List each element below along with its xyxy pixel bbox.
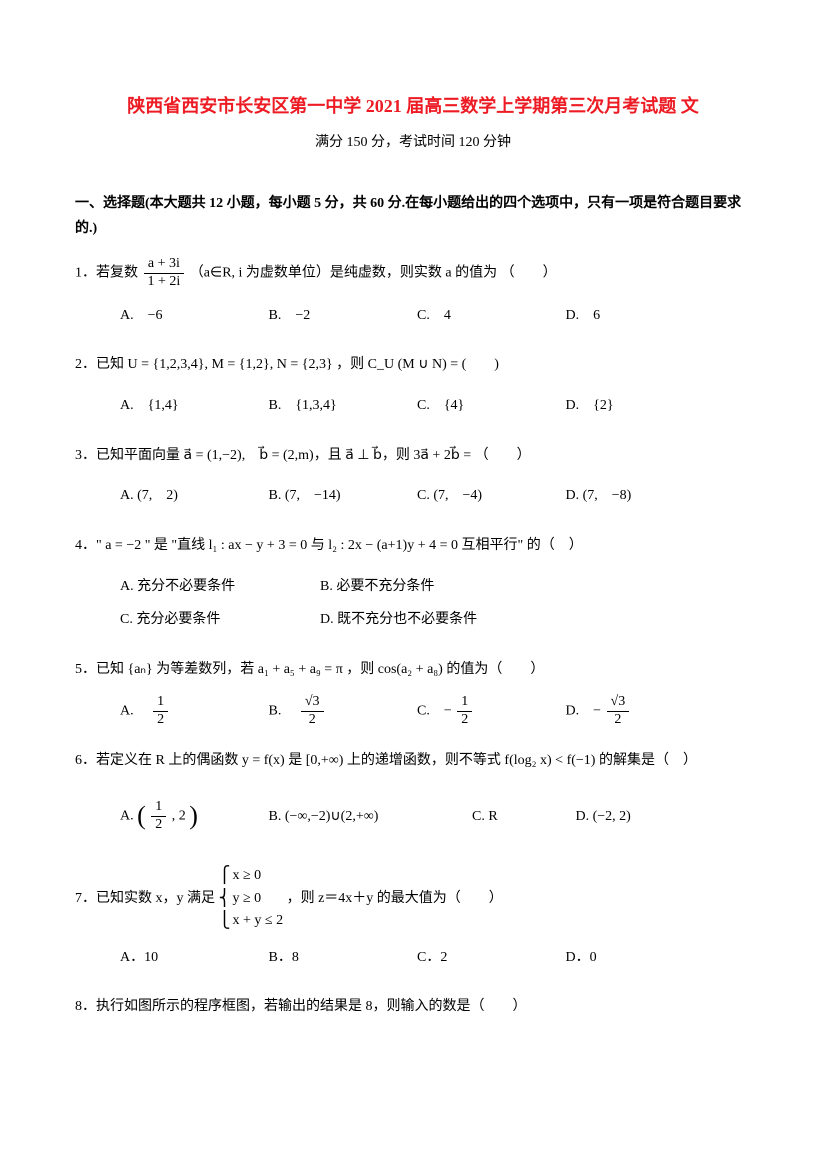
options: A. ( 1 2 , 2 ) B. (−∞,−2)∪(2,+∞) C. R D.… xyxy=(75,785,751,847)
question-5: 5．已知 {aₙ} 为等差数列，若 a₁ + a₅ + a₉ = π ，则 co… xyxy=(75,655,751,728)
denominator: 2 xyxy=(301,712,324,729)
question-text: 3．已知平面向量 a⃗ = (1,−2), b⃗ = (2,m)，且 a⃗ ⊥ … xyxy=(75,441,751,472)
denominator: 1 + 2i xyxy=(144,274,185,291)
option-c: C. R xyxy=(472,800,572,834)
option-d: D. (−2, 2) xyxy=(576,800,721,834)
option-c: C. 充分必要条件 xyxy=(120,603,320,637)
fraction: 1 2 xyxy=(153,694,168,729)
option-c: C. (7, −4) xyxy=(417,479,562,513)
numerator: 1 xyxy=(151,799,166,817)
options: A. −6 B. −2 C. 4 D. 6 xyxy=(75,299,751,333)
numerator: 1 xyxy=(153,694,168,712)
question-1: 1．若复数 a + 3i 1 + 2i （a∈R, i 为虚数单位）是纯虚数，则… xyxy=(75,256,751,332)
option-a: A．10 xyxy=(120,941,265,975)
option-d: D. (7, −8) xyxy=(566,479,711,513)
options: A. 充分不必要条件 B. 必要不充分条件 C. 充分必要条件 D. 既不充分也… xyxy=(75,570,751,637)
numerator: a + 3i xyxy=(144,256,185,274)
fraction: 1 2 xyxy=(457,694,472,729)
numerator: √3 xyxy=(607,694,630,712)
fraction: √3 2 xyxy=(301,694,324,729)
opt-label: A. xyxy=(120,703,148,718)
question-text: 8．执行如图所示的程序框图，若输出的结果是 8，则输入的数是（ ） xyxy=(75,992,751,1023)
denominator: 2 xyxy=(153,712,168,729)
option-a: A. ( 1 2 , 2 ) xyxy=(120,785,265,847)
options: A. {1,4} B. {1,3,4} C. {4} D. {2} xyxy=(75,389,751,423)
paren-left: ( xyxy=(137,801,146,830)
question-7: 7．已知实数 x，y 满足 x ≥ 0 y ≥ 0 x + y ≤ 2 ，则 z… xyxy=(75,865,751,974)
question-2: 2．已知 U = {1,2,3,4}, M = {1,2}, N = {2,3}… xyxy=(75,350,751,422)
opt-label: B. xyxy=(269,703,296,718)
option-b: B. 必要不充分条件 xyxy=(320,570,520,604)
question-text: 6．若定义在 R 上的偶函数 y = f(x) 是 [0,+∞) 上的递增函数，… xyxy=(75,746,751,777)
options: A．10 B．8 C．2 D．0 xyxy=(75,941,751,975)
brace-system: x ≥ 0 y ≥ 0 x + y ≤ 2 xyxy=(219,865,284,932)
opt-label: A. xyxy=(120,809,137,824)
opt-label: D. − xyxy=(566,703,602,718)
option-c: C. − 1 2 xyxy=(417,694,562,729)
option-a: A. (7, 2) xyxy=(120,479,265,513)
fraction: 1 2 xyxy=(151,799,166,834)
option-a: A. 1 2 xyxy=(120,694,265,729)
option-d: D. {2} xyxy=(566,389,711,423)
option-a: A. {1,4} xyxy=(120,389,265,423)
denominator: 2 xyxy=(457,712,472,729)
option-b: B. {1,3,4} xyxy=(269,389,414,423)
question-text: 7．已知实数 x，y 满足 x ≥ 0 y ≥ 0 x + y ≤ 2 ，则 z… xyxy=(75,865,751,932)
option-b: B. √3 2 xyxy=(269,694,414,729)
option-c: C．2 xyxy=(417,941,562,975)
option-d: D．0 xyxy=(566,941,711,975)
question-text: 4．" a = −2 " 是 "直线 l₁ : ax − y + 3 = 0 与… xyxy=(75,531,751,562)
option-d: D. − √3 2 xyxy=(566,694,711,729)
options: A. (7, 2) B. (7, −14) C. (7, −4) D. (7, … xyxy=(75,479,751,513)
q1-prefix: 1．若复数 xyxy=(75,265,138,280)
question-text: 2．已知 U = {1,2,3,4}, M = {1,2}, N = {2,3}… xyxy=(75,350,751,381)
option-a: A. −6 xyxy=(120,299,265,333)
denominator: 2 xyxy=(151,817,166,834)
q1-suffix: （a∈R, i 为虚数单位）是纯虚数，则实数 a 的值为 （ ） xyxy=(190,265,557,280)
brace-line-2: y ≥ 0 xyxy=(233,888,284,910)
opt-label: C. − xyxy=(417,703,452,718)
fraction: √3 2 xyxy=(607,694,630,729)
question-text: 5．已知 {aₙ} 为等差数列，若 a₁ + a₅ + a₉ = π ，则 co… xyxy=(75,655,751,686)
option-b: B. (7, −14) xyxy=(269,479,414,513)
section-header: 一、选择题(本大题共 12 小题，每小题 5 分，共 60 分.在每小题给出的四… xyxy=(75,191,751,241)
question-8: 8．执行如图所示的程序框图，若输出的结果是 8，则输入的数是（ ） xyxy=(75,992,751,1023)
question-4: 4．" a = −2 " 是 "直线 l₁ : ax − y + 3 = 0 与… xyxy=(75,531,751,637)
question-text: 1．若复数 a + 3i 1 + 2i （a∈R, i 为虚数单位）是纯虚数，则… xyxy=(75,256,751,291)
option-a: A. 充分不必要条件 xyxy=(120,570,320,604)
option-b: B. −2 xyxy=(269,299,414,333)
option-c: C. 4 xyxy=(417,299,562,333)
paren-right: ) xyxy=(189,801,198,830)
question-3: 3．已知平面向量 a⃗ = (1,−2), b⃗ = (2,m)，且 a⃗ ⊥ … xyxy=(75,441,751,513)
page-subtitle: 满分 150 分，考试时间 120 分钟 xyxy=(75,130,751,155)
brace-line-3: x + y ≤ 2 xyxy=(233,910,284,932)
denominator: 2 xyxy=(607,712,630,729)
q7-prefix: 7．已知实数 x，y 满足 xyxy=(75,891,215,906)
options: A. 1 2 B. √3 2 C. − 1 2 D. − √3 2 xyxy=(75,694,751,729)
option-d: D. 6 xyxy=(566,299,711,333)
q7-suffix: ，则 z＝4x＋y 的最大值为（ ） xyxy=(287,891,503,906)
numerator: √3 xyxy=(301,694,324,712)
numerator: 1 xyxy=(457,694,472,712)
option-b: B. (−∞,−2)∪(2,+∞) xyxy=(269,800,469,834)
brace-line-1: x ≥ 0 xyxy=(233,865,284,887)
question-6: 6．若定义在 R 上的偶函数 y = f(x) 是 [0,+∞) 上的递增函数，… xyxy=(75,746,751,847)
option-d: D. 既不充分也不必要条件 xyxy=(320,603,520,637)
option-b: B．8 xyxy=(269,941,414,975)
fraction: a + 3i 1 + 2i xyxy=(144,256,185,291)
option-c: C. {4} xyxy=(417,389,562,423)
opt-inner: , 2 xyxy=(172,809,186,824)
page-title: 陕西省西安市长安区第一中学 2021 届高三数学上学期第三次月考试题 文 xyxy=(75,90,751,122)
